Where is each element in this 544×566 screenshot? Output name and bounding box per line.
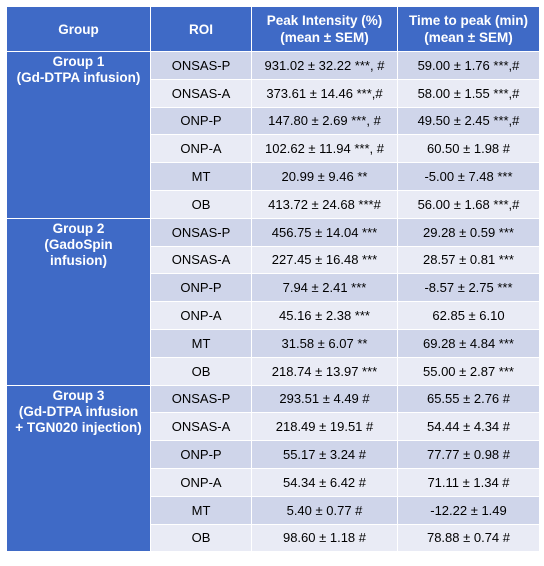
peak-cell: 98.60 ± 1.18 # — [251, 523, 398, 553]
peak-cell: 5.40 ± 0.77 # — [251, 495, 398, 525]
peak-cell: 45.16 ± 2.38 *** — [251, 301, 398, 330]
peak-cell: 20.99 ± 9.46 ** — [251, 162, 398, 191]
time-cell: 28.57 ± 0.81 *** — [397, 245, 540, 275]
roi-cell: ONP-P — [150, 440, 252, 469]
roi-cell: ONP-P — [150, 106, 252, 136]
time-cell: 69.28 ± 4.84 *** — [397, 328, 540, 358]
time-cell: 49.50 ± 2.45 ***,# — [397, 106, 540, 136]
roi-cell: OB — [150, 356, 252, 386]
peak-cell: 456.75 ± 14.04 *** — [251, 217, 398, 247]
roi-cell: MT — [150, 495, 252, 525]
table-row: ONP-P 7.94 ± 2.41 *** -8.57 ± 2.75 *** — [7, 273, 540, 303]
roi-cell: ONSAS-P — [150, 217, 252, 247]
time-cell: 56.00 ± 1.68 ***,# — [397, 189, 540, 219]
roi-cell: ONSAS-A — [150, 245, 252, 275]
roi-cell: ONSAS-P — [150, 51, 252, 80]
roi-cell: MT — [150, 162, 252, 191]
peak-cell: 55.17 ± 3.24 # — [251, 440, 398, 469]
table-row: ONP-A 102.62 ± 11.94 ***, # 60.50 ± 1.98… — [7, 134, 540, 164]
header-roi: ROI — [150, 6, 252, 52]
time-cell: -5.00 ± 7.48 *** — [397, 162, 540, 191]
table-row: Group 1 (Gd-DTPA infusion) ONSAS-P 931.0… — [6, 51, 540, 219]
roi-cell: ONP-A — [150, 467, 252, 497]
time-cell: 65.55 ± 2.76 # — [397, 384, 540, 414]
table-row: OB 218.74 ± 13.97 *** 55.00 ± 2.87 *** — [7, 356, 540, 386]
roi-cell: OB — [150, 189, 252, 219]
peak-cell: 931.02 ± 32.22 ***, # — [251, 51, 398, 80]
roi-cell: ONSAS-A — [150, 412, 252, 442]
time-cell: 58.00 ± 1.55 ***,# — [397, 78, 540, 108]
group-1-label: Group 1 (Gd-DTPA infusion) — [6, 51, 151, 219]
roi-cell: ONP-A — [150, 301, 252, 330]
roi-cell: MT — [150, 328, 252, 358]
group-3-label: Group 3 (Gd-DTPA infusion + TGN020 injec… — [6, 384, 151, 553]
table-row: MT 31.58 ± 6.07 ** 69.28 ± 4.84 *** — [7, 328, 540, 358]
header-time-to-peak: Time to peak (min) (mean ± SEM) — [397, 6, 540, 52]
roi-cell: OB — [150, 523, 252, 553]
peak-cell: 413.72 ± 24.68 ***# — [251, 189, 398, 219]
table-row: ONP-P 147.80 ± 2.69 ***, # 49.50 ± 2.45 … — [7, 106, 540, 136]
peak-cell: 147.80 ± 2.69 ***, # — [251, 106, 398, 136]
peak-cell: 218.49 ± 19.51 # — [251, 412, 398, 442]
peak-cell: 7.94 ± 2.41 *** — [251, 273, 398, 303]
time-cell: 77.77 ± 0.98 # — [397, 440, 540, 469]
table-row: Group 3 (Gd-DTPA infusion + TGN020 injec… — [6, 384, 540, 553]
table-row: Group 2 (GadoSpin infusion) ONSAS-P 456.… — [6, 217, 540, 386]
table-row: OB 413.72 ± 24.68 ***# 56.00 ± 1.68 ***,… — [7, 189, 540, 219]
time-cell: 59.00 ± 1.76 ***,# — [397, 51, 540, 80]
table-row: MT 20.99 ± 9.46 ** -5.00 ± 7.48 *** — [7, 162, 540, 191]
header-group: Group — [6, 6, 151, 52]
header-peak-intensity: Peak Intensity (%) (mean ± SEM) — [251, 6, 398, 52]
roi-cell: ONSAS-P — [150, 384, 252, 414]
group-2-label: Group 2 (GadoSpin infusion) — [6, 217, 151, 386]
peak-cell: 227.45 ± 16.48 *** — [251, 245, 398, 275]
table-row: ONSAS-A 373.61 ± 14.46 ***,# 58.00 ± 1.5… — [7, 78, 540, 108]
roi-cell: ONSAS-A — [150, 78, 252, 108]
time-cell: 54.44 ± 4.34 # — [397, 412, 540, 442]
time-cell: 71.11 ± 1.34 # — [397, 467, 540, 497]
table-body: Group 1 (Gd-DTPA infusion) ONSAS-P 931.0… — [6, 51, 540, 553]
peak-cell: 31.58 ± 6.07 ** — [251, 328, 398, 358]
time-cell: 29.28 ± 0.59 *** — [397, 217, 540, 247]
time-cell: 62.85 ± 6.10 — [397, 301, 540, 330]
peak-cell: 102.62 ± 11.94 ***, # — [251, 134, 398, 164]
roi-cell: ONP-P — [150, 273, 252, 303]
results-table: Group ROI Peak Intensity (%) (mean ± SEM… — [6, 6, 540, 553]
roi-cell: ONP-A — [150, 134, 252, 164]
table-row: OB 98.60 ± 1.18 # 78.88 ± 0.74 # — [7, 523, 540, 553]
time-cell: 60.50 ± 1.98 # — [397, 134, 540, 164]
peak-cell: 54.34 ± 6.42 # — [251, 467, 398, 497]
table-row: MT 5.40 ± 0.77 # -12.22 ± 1.49 — [7, 495, 540, 525]
time-cell: -12.22 ± 1.49 — [397, 495, 540, 525]
peak-cell: 373.61 ± 14.46 ***,# — [251, 78, 398, 108]
time-cell: 55.00 ± 2.87 *** — [397, 356, 540, 386]
time-cell: -8.57 ± 2.75 *** — [397, 273, 540, 303]
table-row: ONSAS-A 218.49 ± 19.51 # 54.44 ± 4.34 # — [7, 412, 540, 442]
peak-cell: 218.74 ± 13.97 *** — [251, 356, 398, 386]
table-row: ONP-A 45.16 ± 2.38 *** 62.85 ± 6.10 — [7, 301, 540, 330]
table-row: ONP-P 55.17 ± 3.24 # 77.77 ± 0.98 # — [7, 440, 540, 469]
peak-cell: 293.51 ± 4.49 # — [251, 384, 398, 414]
time-cell: 78.88 ± 0.74 # — [397, 523, 540, 553]
header-row: Group ROI Peak Intensity (%) (mean ± SEM… — [6, 6, 540, 52]
